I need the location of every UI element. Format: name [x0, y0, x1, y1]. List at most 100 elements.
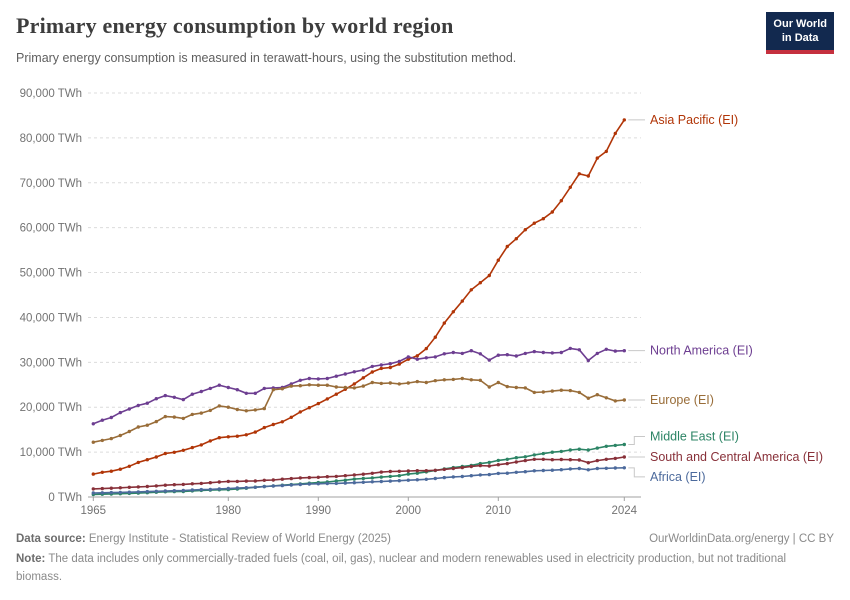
series-point-asia-pacific-ei	[298, 410, 302, 414]
series-point-north-america-ei	[586, 358, 590, 363]
series-point-africa-ei	[541, 468, 545, 473]
series-point-south-and-central-america-ei	[253, 479, 257, 483]
series-point-middle-east-ei	[370, 476, 374, 480]
series-point-europe-ei	[325, 383, 329, 387]
series-point-south-and-central-america-ei	[343, 474, 347, 478]
series-point-north-america-ei	[433, 355, 437, 359]
series-point-europe-ei	[595, 393, 599, 397]
series-label-europe-ei[interactable]: Europe (EI)	[650, 393, 714, 407]
series-point-asia-pacific-ei	[271, 422, 275, 427]
series-point-north-america-ei	[253, 391, 257, 395]
series-line-europe-ei[interactable]	[93, 377, 625, 443]
series-point-middle-east-ei	[496, 458, 500, 463]
series-point-south-and-central-america-ei	[442, 467, 446, 472]
series-point-south-and-central-america-ei	[604, 457, 608, 461]
series-point-north-america-ei	[559, 350, 563, 355]
series-point-north-america-ei	[154, 397, 158, 401]
series-point-south-and-central-america-ei	[280, 477, 284, 481]
series-point-north-america-ei	[343, 372, 347, 376]
note-label: Note:	[16, 553, 46, 566]
series-point-north-america-ei	[505, 353, 509, 357]
series-point-africa-ei	[478, 473, 482, 477]
series-point-europe-ei	[100, 438, 105, 443]
series-label-connector-middle-east-ei	[628, 435, 645, 445]
series-point-europe-ei	[433, 379, 437, 383]
series-point-middle-east-ei	[343, 478, 347, 482]
series-point-asia-pacific-ei	[217, 436, 221, 440]
y-tick-label: 70,000 TWh	[20, 178, 82, 190]
series-point-north-america-ei	[379, 363, 383, 367]
series-point-africa-ei	[613, 466, 617, 470]
series-label-middle-east-ei[interactable]: Middle East (EI)	[650, 429, 739, 443]
series-point-africa-ei	[532, 469, 536, 473]
series-point-south-and-central-america-ei	[298, 476, 302, 480]
series-point-europe-ei	[577, 390, 581, 395]
series-label-asia-pacific-ei[interactable]: Asia Pacific (EI)	[650, 113, 738, 127]
series-point-south-and-central-america-ei	[469, 464, 473, 469]
series-point-middle-east-ei	[595, 446, 599, 450]
owid-logo[interactable]: Our World in Data	[766, 12, 834, 54]
series-point-asia-pacific-ei	[496, 258, 500, 262]
series-point-asia-pacific-ei	[136, 460, 140, 465]
y-tick-label: 10,000 TWh	[20, 447, 82, 459]
series-point-south-and-central-america-ei	[550, 458, 554, 462]
series-line-north-america-ei[interactable]	[93, 347, 625, 425]
series-point-south-and-central-america-ei	[460, 465, 464, 470]
x-tick-label: 2010	[486, 505, 512, 517]
x-tick-label: 1990	[306, 505, 332, 517]
series-point-north-america-ei	[334, 374, 338, 378]
series-point-africa-ei	[514, 470, 518, 474]
series-point-middle-east-ei	[613, 443, 617, 448]
series-point-asia-pacific-ei	[334, 392, 338, 396]
owid-energy-link[interactable]: OurWorldinData.org/energy | CC BY	[649, 533, 834, 545]
series-point-europe-ei	[379, 381, 383, 386]
series-point-north-america-ei	[325, 376, 329, 381]
series-point-europe-ei	[253, 408, 257, 412]
series-point-south-and-central-america-ei	[325, 475, 329, 479]
series-point-europe-ei	[352, 386, 356, 390]
series-point-africa-ei	[406, 478, 410, 482]
data-source-label: Data source:	[16, 533, 86, 545]
series-point-europe-ei	[442, 378, 446, 382]
x-tick-label: 1980	[216, 505, 242, 517]
series-label-north-america-ei[interactable]: North America (EI)	[650, 344, 753, 358]
series-point-europe-ei	[424, 380, 428, 385]
series-point-north-america-ei	[469, 349, 473, 353]
series-point-europe-ei	[514, 385, 518, 390]
series-point-asia-pacific-ei	[280, 420, 284, 424]
series-line-asia-pacific-ei[interactable]	[93, 119, 625, 475]
series-point-africa-ei	[280, 483, 284, 488]
series-point-africa-ei	[397, 479, 401, 483]
series-point-asia-pacific-ei	[604, 149, 608, 154]
series-point-europe-ei	[298, 384, 302, 388]
series-point-north-america-ei	[208, 386, 212, 391]
series-point-europe-ei	[586, 396, 590, 400]
series-point-south-and-central-america-ei	[370, 471, 374, 475]
series-point-europe-ei	[280, 387, 284, 391]
series-point-asia-pacific-ei	[118, 467, 123, 471]
series-point-middle-east-ei	[523, 455, 527, 459]
series-point-north-america-ei	[226, 385, 230, 390]
series-point-south-and-central-america-ei	[145, 484, 149, 489]
series-point-south-and-central-america-ei	[568, 458, 572, 462]
series-point-asia-pacific-ei	[415, 354, 419, 358]
series-label-africa-ei[interactable]: Africa (EI)	[650, 470, 706, 484]
series-point-asia-pacific-ei	[226, 435, 230, 439]
series-point-asia-pacific-ei	[532, 221, 536, 225]
series-point-africa-ei	[271, 484, 275, 488]
page-subtitle: Primary energy consumption is measured i…	[16, 51, 517, 65]
series-point-africa-ei	[424, 477, 428, 481]
series-point-africa-ei	[379, 479, 383, 484]
series-point-south-and-central-america-ei	[91, 487, 96, 491]
series-label-south-and-central-america-ei[interactable]: South and Central America (EI)	[650, 450, 823, 464]
series-point-south-and-central-america-ei	[307, 475, 311, 480]
series-line-africa-ei[interactable]	[93, 467, 625, 494]
y-tick-label: 80,000 TWh	[20, 133, 82, 145]
series-point-north-america-ei	[595, 351, 599, 356]
series-point-middle-east-ei	[397, 474, 401, 478]
series-point-asia-pacific-ei	[388, 365, 392, 370]
series-point-south-and-central-america-ei	[316, 475, 320, 479]
series-point-africa-ei	[100, 491, 105, 495]
series-point-asia-pacific-ei	[424, 346, 428, 351]
series-point-asia-pacific-ei	[577, 172, 581, 176]
